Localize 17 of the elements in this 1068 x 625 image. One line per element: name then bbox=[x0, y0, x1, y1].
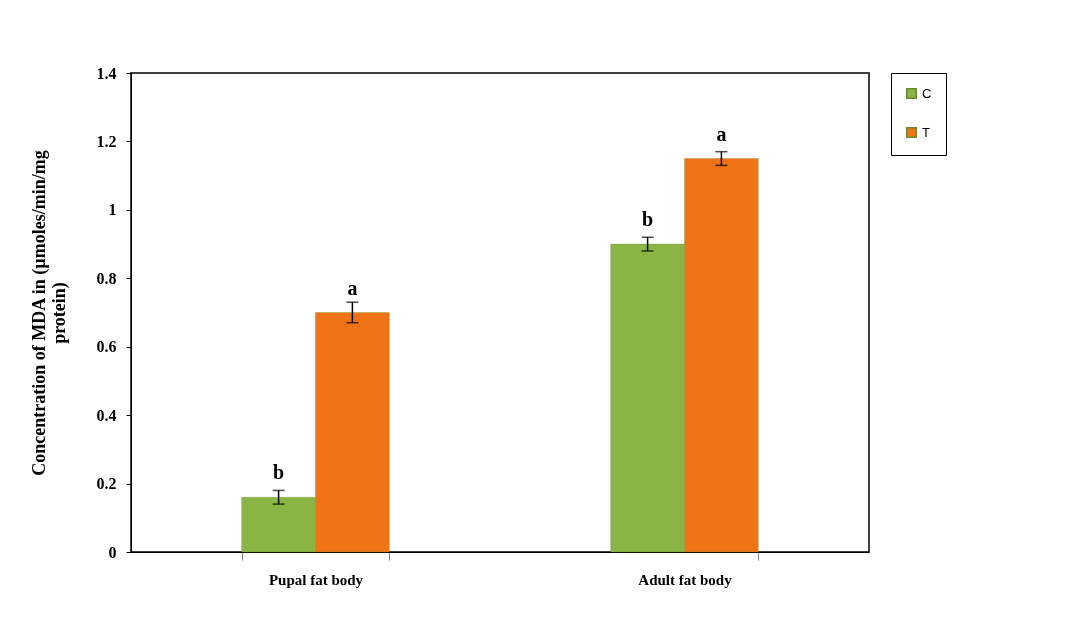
y-axis-title: Concentration of MDA in (µmoles/min/mg protein) bbox=[28, 150, 70, 476]
annotation: a bbox=[347, 276, 358, 299]
legend-label: T bbox=[922, 124, 930, 140]
annotation: a bbox=[716, 122, 727, 145]
annotation: b bbox=[273, 461, 285, 484]
y-tick-label: 1.2 bbox=[96, 132, 117, 150]
y-tick-label: 1 bbox=[108, 201, 117, 219]
legend-label: C bbox=[922, 85, 932, 101]
x-tick-label: Pupal fat body bbox=[268, 571, 364, 588]
y-tick-label: 0.8 bbox=[96, 269, 117, 287]
y-tick-label: 0.6 bbox=[96, 338, 117, 356]
y-tick-label: 0 bbox=[108, 543, 117, 561]
y-tick-label: 0.2 bbox=[96, 475, 117, 493]
y-tick-label: 0.4 bbox=[96, 406, 117, 424]
annotation: b bbox=[642, 208, 654, 231]
x-tick-label: Adult fat body bbox=[638, 571, 733, 588]
y-tick-label: 1.4 bbox=[96, 64, 117, 82]
